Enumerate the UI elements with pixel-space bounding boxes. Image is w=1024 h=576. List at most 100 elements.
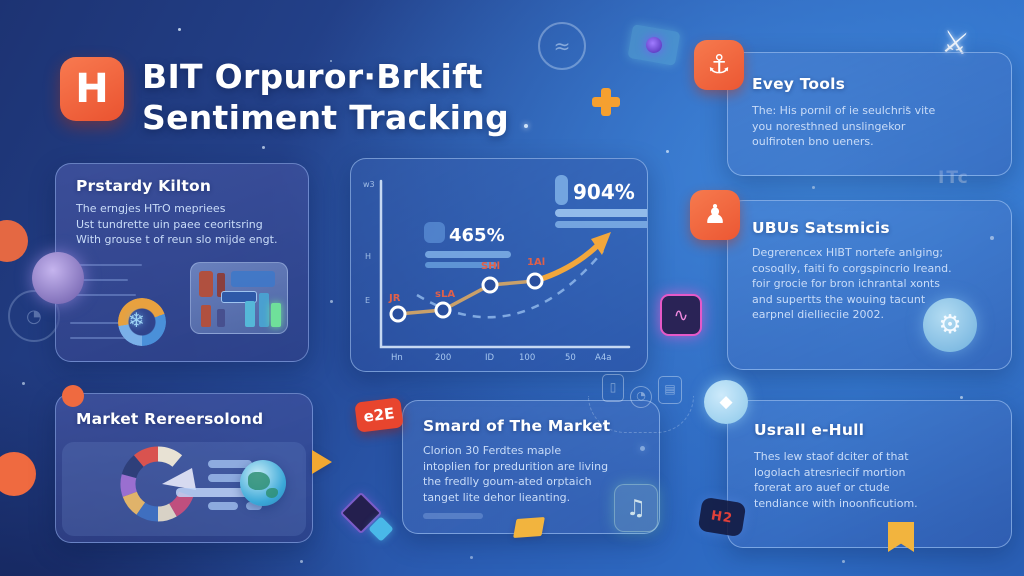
y-tick: E — [365, 296, 370, 305]
logo-letter: H — [75, 66, 109, 112]
donut-segment — [136, 502, 159, 522]
mini-chip — [221, 291, 257, 303]
gear-ring-icon — [118, 298, 166, 346]
x-tick: Hn — [391, 353, 403, 363]
sparkle-dot — [262, 146, 265, 149]
phone-icon: ▯ — [602, 374, 624, 402]
mini-bar — [199, 271, 213, 297]
callout-465-label: 465% — [449, 225, 505, 246]
callout-bar — [555, 221, 655, 228]
orange-circle — [0, 220, 28, 262]
placeholder-bar — [176, 488, 254, 497]
card-body: Clorion 30 Ferdtes maple intoplien for p… — [423, 444, 609, 504]
snowflake-icon: ❄ — [128, 308, 145, 332]
anchor-icon: ⚓ — [707, 50, 731, 80]
mini-bar — [231, 271, 275, 287]
card-body: Degrerencex HIBT nortefe anlging; cosoql… — [752, 246, 952, 321]
diamond-circle-icon: ◆ — [704, 380, 748, 424]
card-prstardy-kilton: Prstardy Kilton The erngjes HTrO mepriee… — [55, 163, 309, 362]
card-ubus-satsmicis: UBUs Satsmicis Degrerencex HIBT nortefe … — [727, 200, 1012, 370]
card-title: Smard of The Market — [423, 417, 611, 435]
data-point — [389, 305, 407, 323]
line-chart: w3 H E 465% 904% JR sLA SHl 1Al Hn 200 I… — [363, 175, 667, 363]
data-point — [434, 301, 452, 319]
e2e-badge: e2E — [354, 397, 404, 433]
placeholder-line — [70, 294, 136, 296]
sparkle-dot — [300, 560, 303, 563]
card-market-rereersolond: Market Rereersolond — [55, 393, 313, 543]
hologram-card-icon — [627, 24, 681, 66]
sparkle-dot — [906, 106, 909, 109]
card-smard-of-the-market: Smard of The Market Clorion 30 Ferdtes m… — [402, 400, 660, 534]
dolphin-circle-icon: ≈ — [538, 22, 586, 70]
card-body: The: His pornil of ie seulchris vite you… — [752, 104, 936, 148]
orange-circle — [0, 452, 36, 496]
donut-segment — [157, 503, 177, 522]
mini-chart-panel — [190, 262, 288, 334]
globe-landmass — [248, 472, 270, 490]
data-point — [481, 276, 499, 294]
globe-landmass — [266, 488, 278, 498]
callout-bar — [425, 251, 511, 258]
panel-icon: ▤ — [658, 376, 682, 404]
clock-icon: ◔ — [630, 386, 652, 408]
page-title-line2: Sentiment Tracking — [142, 98, 510, 137]
card-title: Evey Tools — [752, 75, 846, 93]
plus-icon — [592, 88, 620, 116]
speaker-icon-tile: ♟ — [690, 190, 740, 240]
placeholder-line — [70, 322, 120, 324]
segmented-donut-chart — [120, 446, 196, 522]
point-label: SHl — [481, 261, 500, 272]
chart-axes — [379, 179, 631, 349]
point-label: 1Al — [527, 257, 545, 268]
point-label: JR — [388, 293, 401, 304]
growth-arrow-head — [591, 232, 611, 255]
mini-bar — [245, 301, 255, 327]
sparkle-dot — [178, 28, 181, 31]
dashed-projection-line — [416, 250, 604, 319]
triangle-icon — [312, 450, 332, 474]
speaker-podium-icon: ♟ — [703, 200, 727, 230]
callout-bar — [555, 209, 667, 217]
anchor-icon-tile: ⚓ — [694, 40, 744, 90]
sparkle-dot — [666, 150, 669, 153]
placeholder-bar — [208, 460, 252, 468]
card-title: Prstardy Kilton — [76, 177, 212, 195]
donut-segment — [133, 446, 159, 468]
neon-chart-icon: ∿ — [660, 294, 702, 336]
sparkle-dot — [812, 186, 815, 189]
sparkle-dot — [960, 396, 963, 399]
mini-bar — [217, 309, 225, 327]
orange-circle-small — [62, 385, 84, 407]
y-tick: H — [365, 252, 371, 261]
device-arc-cluster: ▯ ◔ ▤ — [588, 372, 694, 436]
point-label: sLA — [435, 289, 455, 300]
trend-line — [396, 279, 537, 316]
card-line-chart: w3 H E 465% 904% JR sLA SHl 1Al Hn 200 I… — [350, 158, 667, 372]
card-evey-tools: Evey Tools The: His pornil of ie seulchr… — [727, 52, 1012, 176]
x-tick: 200 — [435, 353, 451, 363]
callout-465-block — [424, 222, 445, 243]
x-tick: ID — [485, 353, 495, 363]
donut-wedge — [162, 468, 196, 490]
card-body: The erngjes HTrO mepriees Ust tundrette … — [76, 202, 278, 246]
placeholder-bar — [208, 502, 238, 510]
yellow-flag-shape — [513, 517, 545, 538]
mini-bar — [271, 303, 281, 327]
app-logo: H — [60, 57, 124, 121]
card-usrall-e-hull: Usrall e-Hull Thes lew staof dciter of t… — [727, 400, 1012, 548]
donut-segment — [122, 491, 146, 515]
donut-segment — [120, 474, 137, 497]
callout-bar — [425, 262, 497, 268]
avatar-orb — [32, 252, 84, 304]
data-point — [526, 272, 544, 290]
x-tick: 50 — [565, 353, 576, 363]
sparkle-dot — [842, 560, 845, 563]
donut-segment — [157, 446, 183, 468]
mini-bar — [201, 305, 211, 327]
card-title: UBUs Satsmicis — [752, 219, 890, 237]
page-title-line1: BIT Orpuror·Brkift — [142, 57, 483, 96]
placeholder-bar — [208, 474, 246, 482]
sparkle-dot — [524, 124, 528, 128]
sparkle-dot — [330, 60, 332, 62]
